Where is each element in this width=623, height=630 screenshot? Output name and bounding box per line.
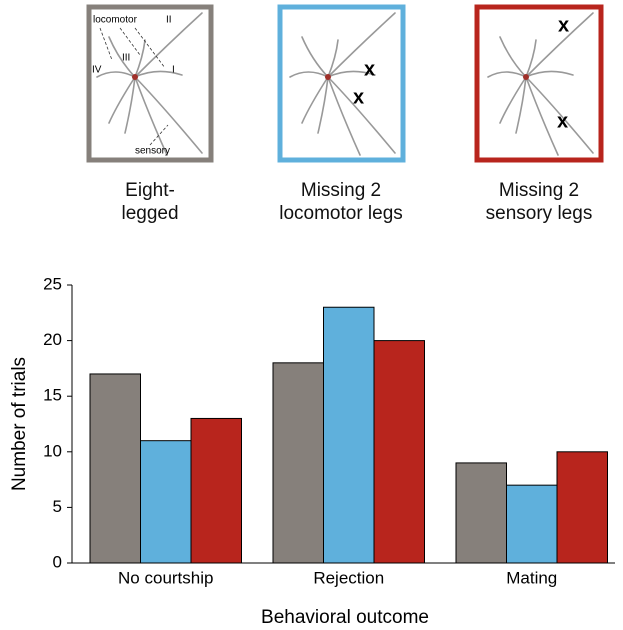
panel-caption: Missing 2 sensory legs bbox=[469, 179, 609, 225]
y-tick-label: 20 bbox=[43, 330, 62, 349]
bar bbox=[141, 441, 192, 563]
y-axis-label: Number of trials bbox=[9, 357, 30, 491]
illustration-label: I bbox=[172, 65, 175, 76]
svg-text:x: x bbox=[364, 58, 375, 80]
illustration-label: II bbox=[166, 15, 172, 26]
bar bbox=[557, 452, 608, 563]
page: locomotor II III IV I sensory xx xx Beha… bbox=[0, 0, 623, 630]
x-tick-label: Mating bbox=[506, 568, 557, 587]
x-tick-label: Rejection bbox=[313, 568, 384, 587]
svg-text:x: x bbox=[353, 86, 364, 108]
bar bbox=[90, 374, 141, 563]
y-tick-label: 10 bbox=[43, 441, 62, 460]
panel-frame bbox=[89, 7, 211, 160]
spider bbox=[290, 13, 395, 155]
y-tick-label: 25 bbox=[43, 274, 62, 293]
y-tick-label: 15 bbox=[43, 386, 62, 405]
illustration-label: locomotor bbox=[93, 15, 138, 26]
bar bbox=[507, 485, 558, 563]
y-tick-label: 0 bbox=[53, 552, 62, 571]
bar bbox=[273, 363, 324, 563]
panel-frame bbox=[280, 7, 403, 160]
bar bbox=[374, 341, 425, 563]
bar bbox=[191, 418, 242, 563]
svg-text:x: x bbox=[558, 14, 569, 36]
x-axis-label: Behavioral outcome bbox=[261, 607, 429, 628]
bar bbox=[324, 307, 375, 563]
chart: locomotor II III IV I sensory xx xx Beha… bbox=[0, 0, 623, 630]
y-tick-label: 5 bbox=[53, 497, 62, 516]
panel-frame bbox=[477, 7, 601, 160]
panel-caption: Eight-legged bbox=[120, 179, 180, 225]
illustration-label: IV bbox=[92, 65, 102, 76]
spider bbox=[488, 13, 593, 155]
bar bbox=[456, 463, 507, 563]
svg-text:x: x bbox=[557, 110, 568, 132]
illustration-label: sensory bbox=[135, 146, 170, 157]
spider bbox=[97, 13, 202, 155]
panel-caption: Missing 2 locomotor legs bbox=[271, 179, 411, 225]
illustration-label: III bbox=[122, 53, 130, 64]
x-tick-label: No courtship bbox=[118, 568, 213, 587]
